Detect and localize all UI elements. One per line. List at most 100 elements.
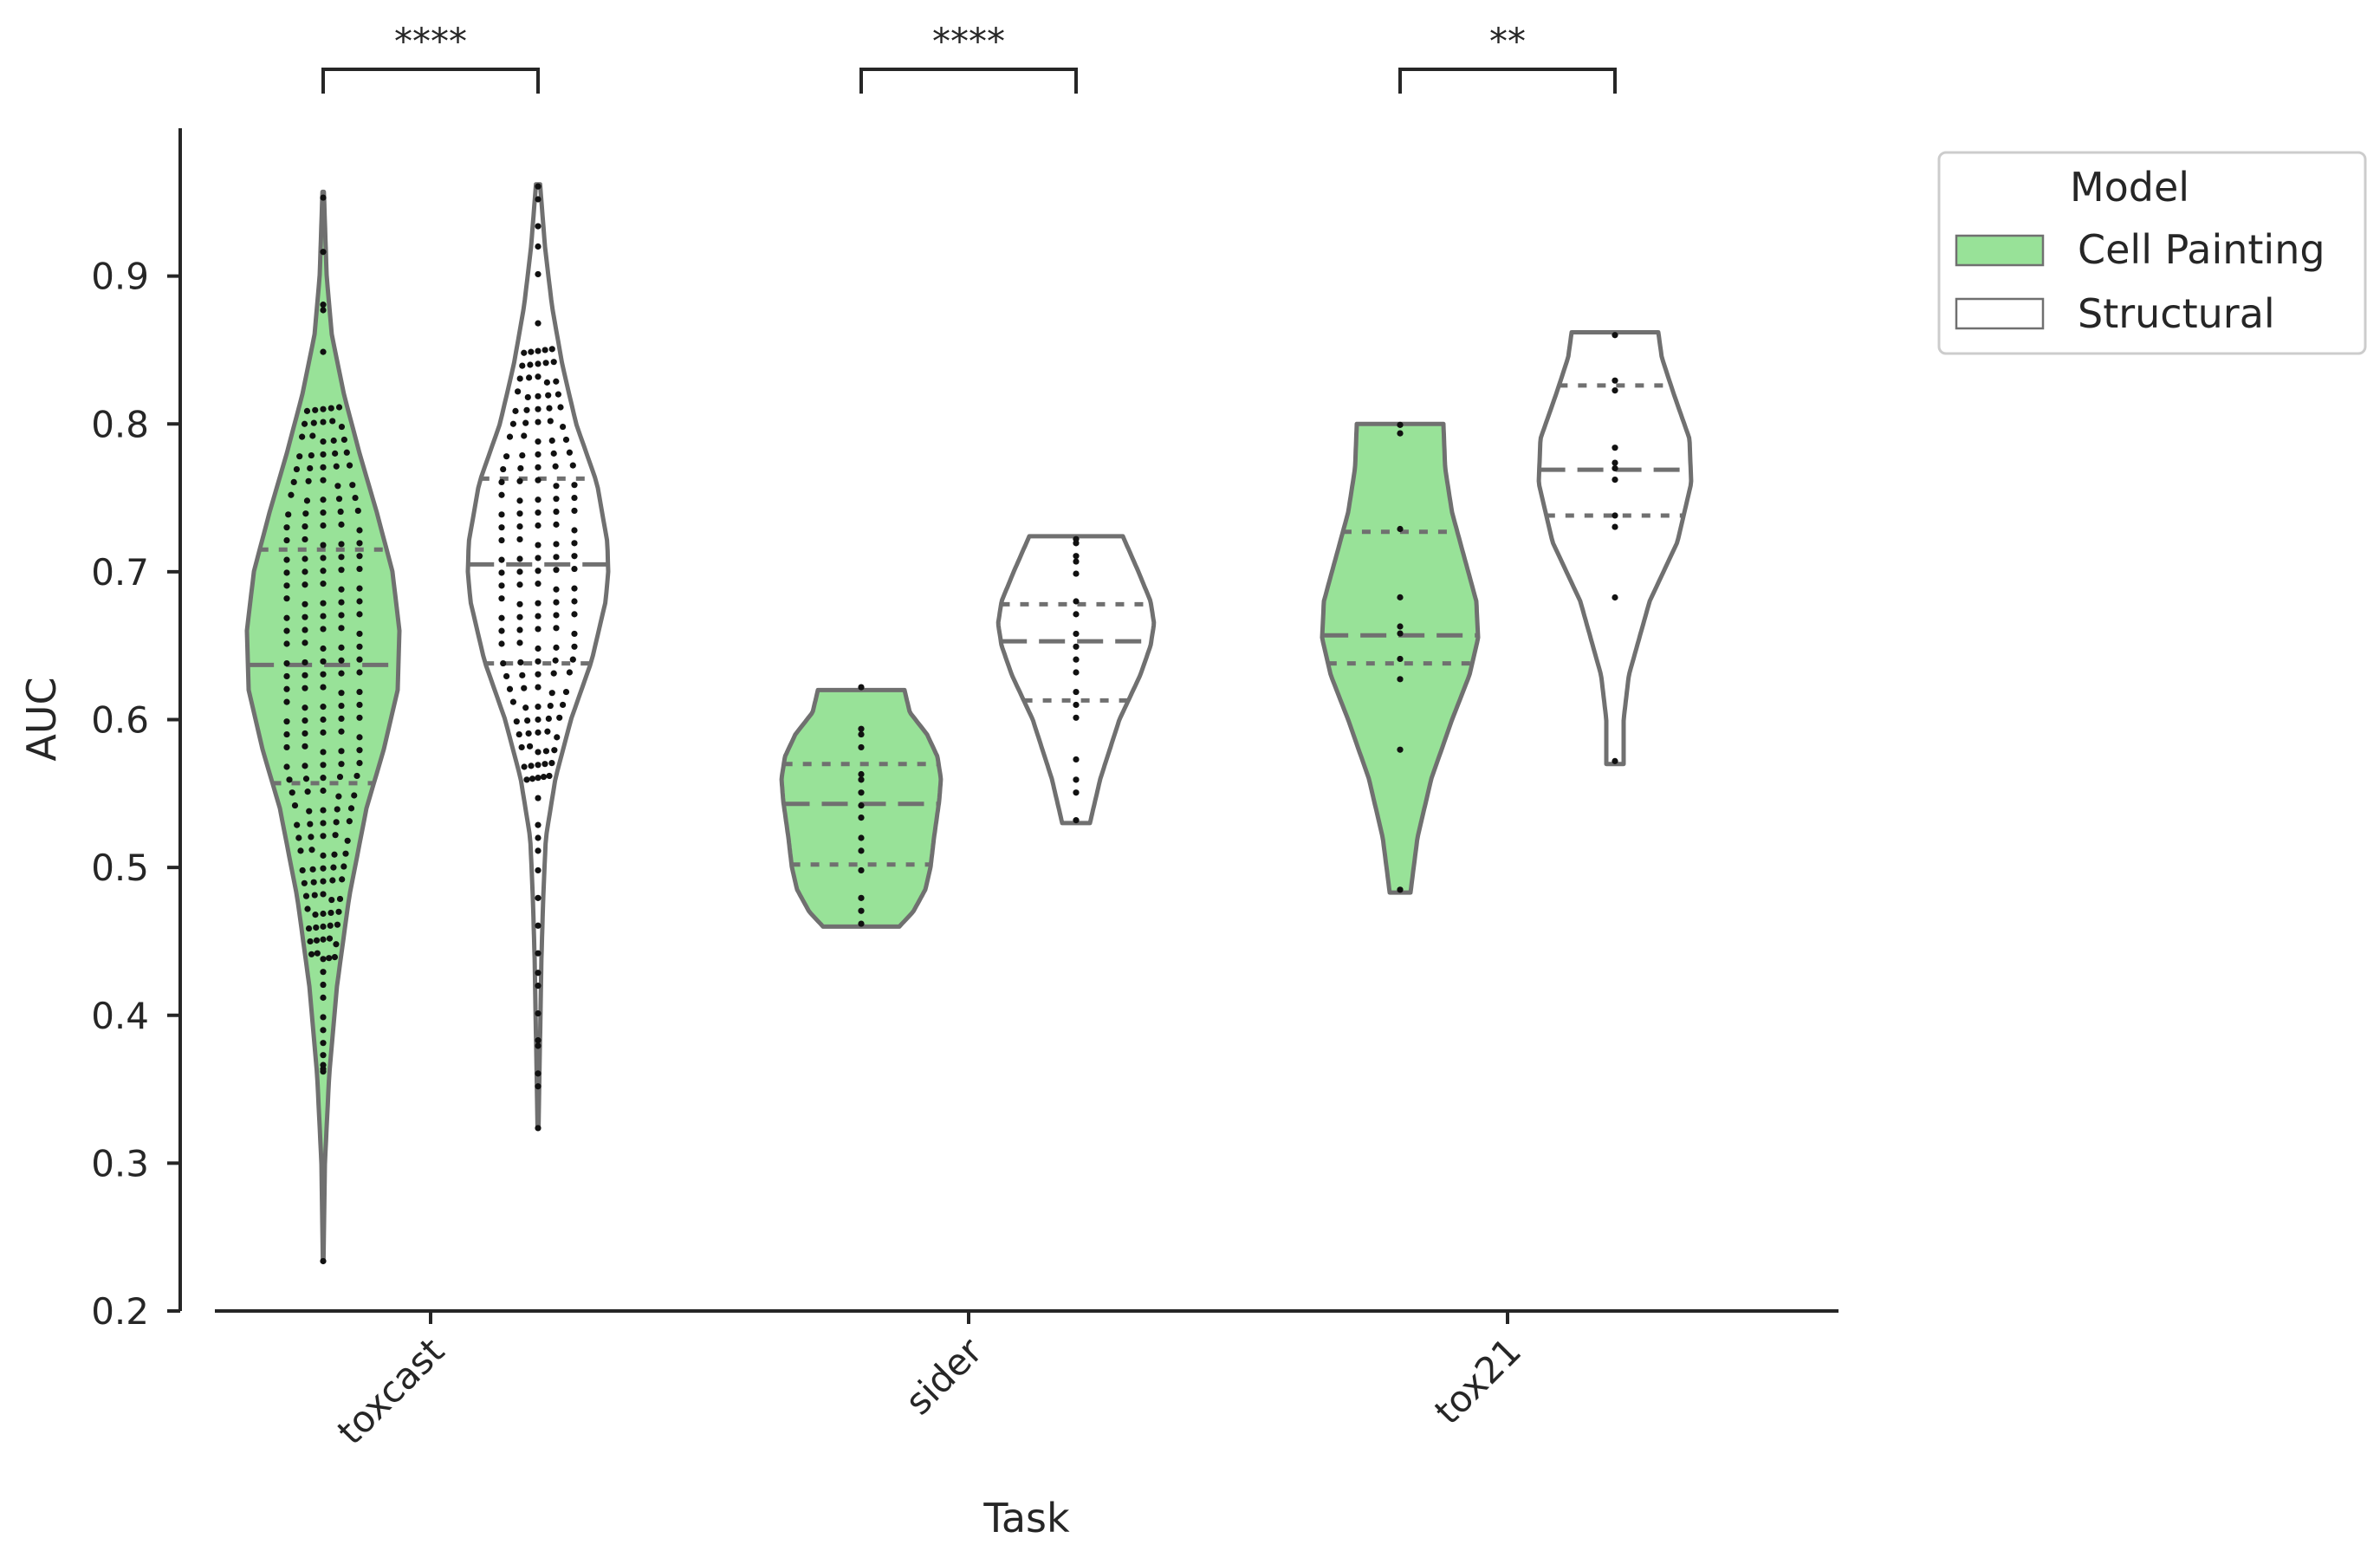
- data-point: [320, 891, 327, 898]
- data-point: [314, 950, 321, 957]
- data-point: [535, 749, 541, 756]
- data-point: [307, 821, 314, 827]
- data-point: [498, 478, 505, 486]
- data-point: [320, 787, 327, 795]
- data-point: [535, 347, 541, 354]
- data-point: [320, 307, 327, 314]
- y-axis-title: AUC: [18, 677, 65, 761]
- data-point: [320, 833, 327, 840]
- data-point: [571, 598, 578, 605]
- data-point: [290, 478, 297, 486]
- data-point: [535, 716, 541, 724]
- data-point: [557, 404, 564, 411]
- data-point: [299, 866, 306, 874]
- data-point: [556, 714, 563, 721]
- data-point: [498, 556, 505, 563]
- data-point: [338, 541, 345, 548]
- data-point: [338, 521, 345, 528]
- data-point: [283, 536, 290, 544]
- data-point: [356, 714, 363, 721]
- data-point: [320, 956, 327, 963]
- data-point: [535, 360, 541, 367]
- data-point: [302, 613, 308, 620]
- data-point: [291, 801, 299, 809]
- data-point: [1073, 598, 1080, 605]
- data-point: [283, 627, 290, 634]
- data-point: [307, 464, 314, 472]
- data-point: [331, 851, 338, 858]
- data-point: [335, 496, 343, 503]
- data-point: [304, 788, 311, 795]
- data-point: [320, 542, 327, 548]
- data-point: [303, 407, 311, 414]
- data-point: [513, 718, 520, 725]
- data-point: [305, 477, 312, 484]
- data-point: [519, 672, 526, 678]
- data-point: [310, 879, 317, 886]
- data-point: [498, 491, 505, 498]
- data-point: [535, 671, 541, 678]
- data-point: [498, 582, 505, 589]
- data-point: [498, 614, 505, 621]
- data-point: [356, 585, 363, 592]
- data-point: [509, 698, 517, 705]
- data-point: [320, 496, 327, 503]
- data-point: [1397, 623, 1404, 630]
- data-point: [356, 688, 363, 696]
- data-point: [516, 375, 523, 382]
- data-point: [535, 704, 541, 711]
- legend-box: [1937, 151, 2367, 355]
- x-ticks: toxcast sider tox21: [329, 1311, 1529, 1453]
- data-point: [302, 743, 308, 750]
- y-tick-label: 0.3: [91, 1142, 149, 1184]
- data-point: [535, 568, 541, 574]
- data-point: [553, 508, 560, 516]
- data-point: [553, 586, 560, 593]
- data-point: [311, 892, 318, 899]
- data-point: [1612, 476, 1618, 483]
- data-point: [306, 808, 313, 814]
- data-point: [302, 600, 308, 607]
- data-point: [571, 611, 578, 618]
- data-point: [283, 640, 290, 647]
- data-point: [301, 420, 308, 427]
- data-point: [295, 834, 302, 841]
- data-point: [553, 496, 560, 503]
- data-point: [1612, 332, 1618, 339]
- data-point: [571, 540, 578, 547]
- x-axis-title: Task: [982, 1495, 1070, 1541]
- data-point: [1397, 655, 1404, 663]
- data-point: [338, 657, 345, 664]
- data-point: [535, 1070, 541, 1077]
- significance-label: ****: [932, 20, 1005, 62]
- data-point: [503, 672, 510, 680]
- data-point: [302, 535, 308, 543]
- data-point: [356, 540, 363, 547]
- data-point: [286, 776, 293, 783]
- data-point: [858, 847, 865, 854]
- data-point: [1612, 464, 1618, 472]
- data-point: [535, 373, 541, 380]
- data-point: [308, 451, 315, 459]
- legend-title: Model: [2070, 164, 2189, 211]
- y-tick-label: 0.9: [91, 256, 149, 298]
- data-point: [571, 630, 578, 638]
- data-point: [344, 837, 351, 844]
- data-point: [356, 759, 363, 767]
- data-point: [535, 464, 541, 470]
- data-point: [550, 359, 557, 366]
- significance-bracket: [321, 68, 540, 94]
- data-point: [320, 981, 327, 989]
- data-point: [535, 729, 541, 736]
- data-point: [302, 568, 308, 575]
- data-point: [498, 595, 505, 602]
- data-point: [552, 463, 559, 470]
- significance-label: **: [1489, 20, 1526, 62]
- data-point: [554, 734, 561, 741]
- data-point: [293, 465, 301, 473]
- data-point: [320, 451, 327, 458]
- data-point: [535, 821, 541, 828]
- data-point: [1612, 459, 1618, 466]
- data-point: [526, 374, 533, 381]
- significance-bracket: [1398, 68, 1617, 94]
